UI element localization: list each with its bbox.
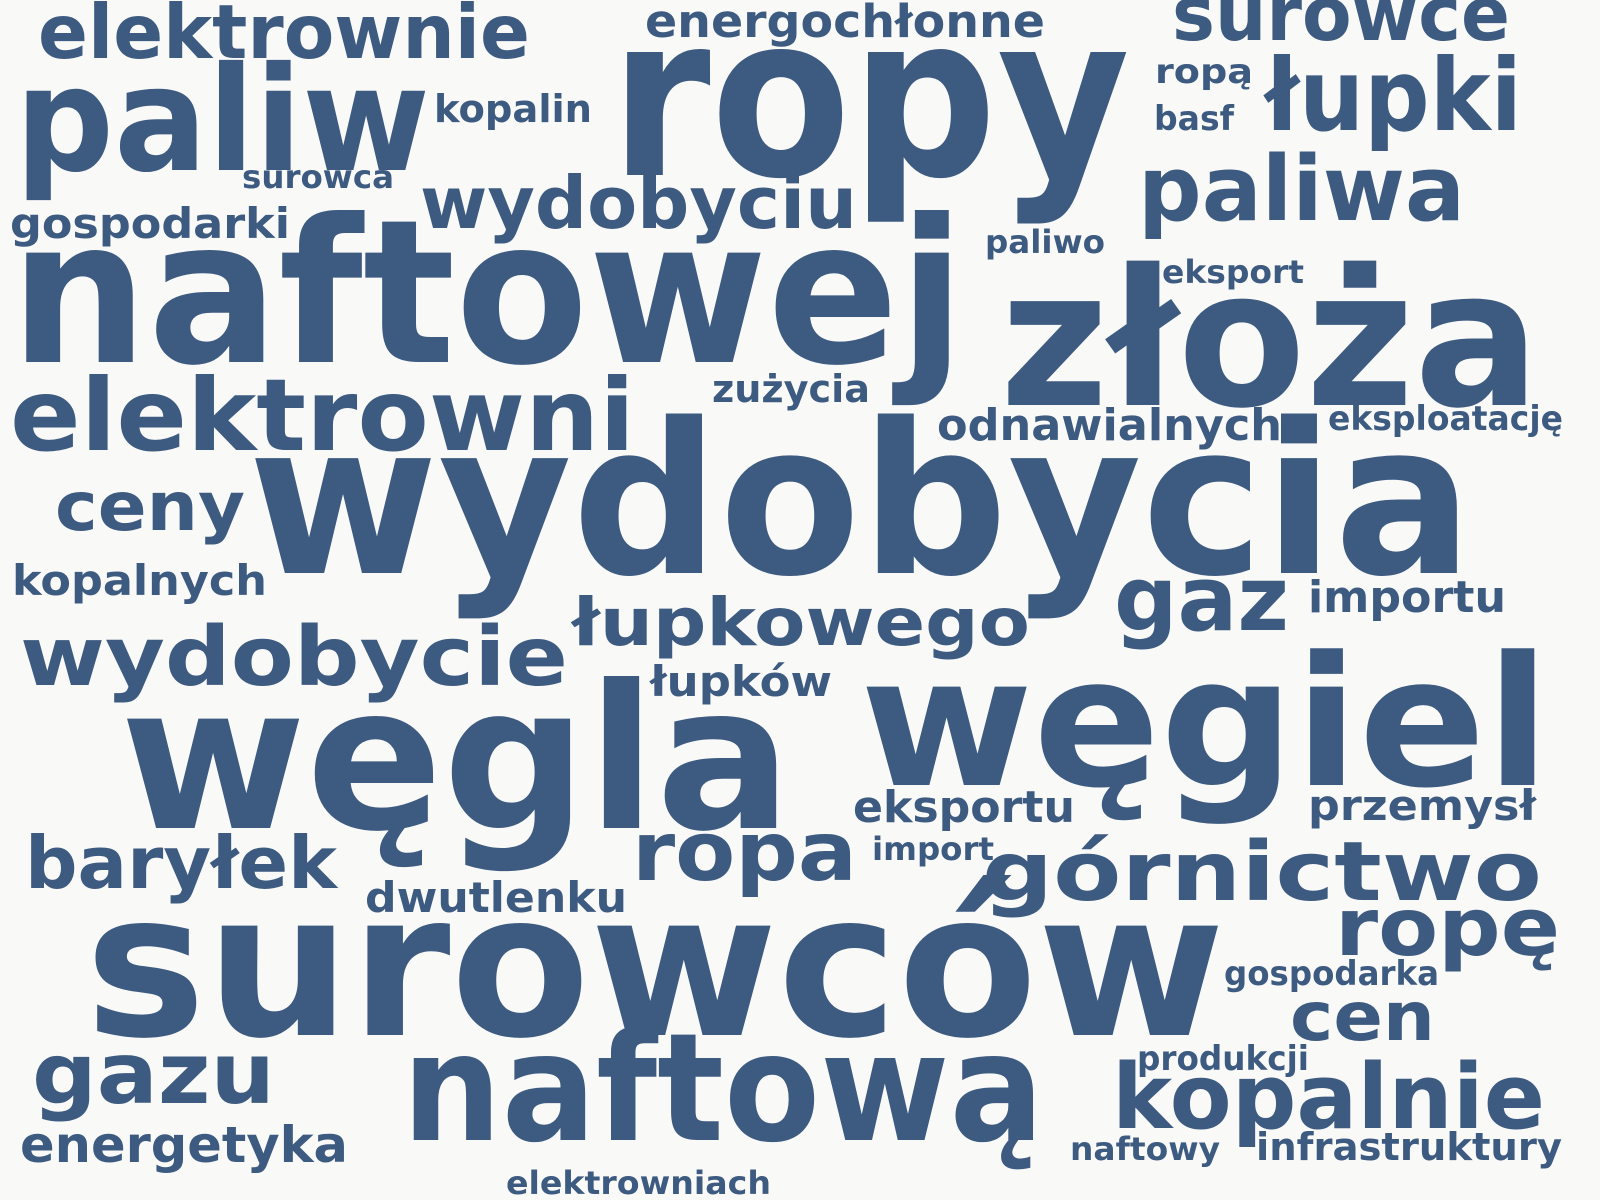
word-infrastruktury: infrastruktury [1256, 1125, 1562, 1169]
word-elektrowni: elektrowni [10, 357, 635, 474]
word-paliwa: paliwa [1138, 137, 1465, 242]
word-gazu: gazu [32, 1025, 275, 1124]
word-gospodarka: gospodarka [1224, 954, 1439, 994]
word-paliwo: paliwo [985, 223, 1105, 261]
word-ropa-instr: ropą [1155, 52, 1253, 92]
word-paliw: paliw [15, 36, 430, 205]
word-przemysl: przemysł [1308, 781, 1537, 830]
word-wydobyciu: wydobyciu [420, 161, 857, 245]
word-barylek: baryłek [25, 821, 339, 905]
word-importu: importu [1308, 572, 1506, 623]
word-naftowa: naftową [402, 1002, 1044, 1176]
word-lupki: łupki [1263, 37, 1522, 154]
word-gospodarki: gospodarki [10, 199, 290, 248]
word-lupkow: łupków [649, 657, 832, 706]
word-kopalin: kopalin [434, 87, 592, 131]
word-ropa: ropa [632, 805, 857, 900]
word-gaz: gaz [1114, 547, 1289, 652]
word-elektrownie: elektrownie [38, 0, 530, 76]
word-surowce: surowce [1172, 0, 1510, 58]
word-surowca: surowca [242, 158, 394, 196]
word-rope: ropę [1335, 881, 1560, 974]
word-wegla: węgla [120, 643, 792, 876]
word-eksportu: eksportu [853, 782, 1075, 833]
word-odnawialnych: odnawialnych [937, 400, 1282, 451]
word-kopalnych: kopalnych [12, 556, 267, 605]
word-ropy: ropy [610, 0, 1130, 229]
word-zloza: złoża [1000, 229, 1540, 450]
word-wydobycie: wydobycie [20, 610, 568, 705]
word-ceny: ceny [55, 468, 245, 547]
word-naftowej: naftowej [10, 177, 965, 410]
word-eksport: eksport [1162, 253, 1304, 291]
word-dwutlenku: dwutlenku [365, 873, 627, 922]
word-wydobycia: wydobycia [248, 378, 1473, 623]
word-gornictwo: górnictwo [982, 825, 1542, 920]
word-eksploatacje: eksploatację [1328, 399, 1563, 439]
word-zuzycia: zużycia [712, 367, 870, 411]
word-energetyka: energetyka [20, 1116, 348, 1174]
word-wegiel: węgiel [860, 619, 1550, 828]
word-elektrowniach: elektrowniach [506, 1164, 771, 1200]
word-import: import [872, 830, 994, 868]
word-basf: basf [1154, 99, 1235, 139]
word-lupkowego: łupkowego [570, 584, 1030, 661]
word-naftowy: naftowy [1070, 1130, 1220, 1168]
word-produkcji: produkcji [1137, 1039, 1309, 1079]
word-cen: cen [1290, 978, 1435, 1057]
word-surowcow: surowców [85, 850, 1225, 1083]
word-energochlonne: energochłonne [645, 0, 1045, 48]
word-kopalnie: kopalnie [1112, 1045, 1545, 1150]
